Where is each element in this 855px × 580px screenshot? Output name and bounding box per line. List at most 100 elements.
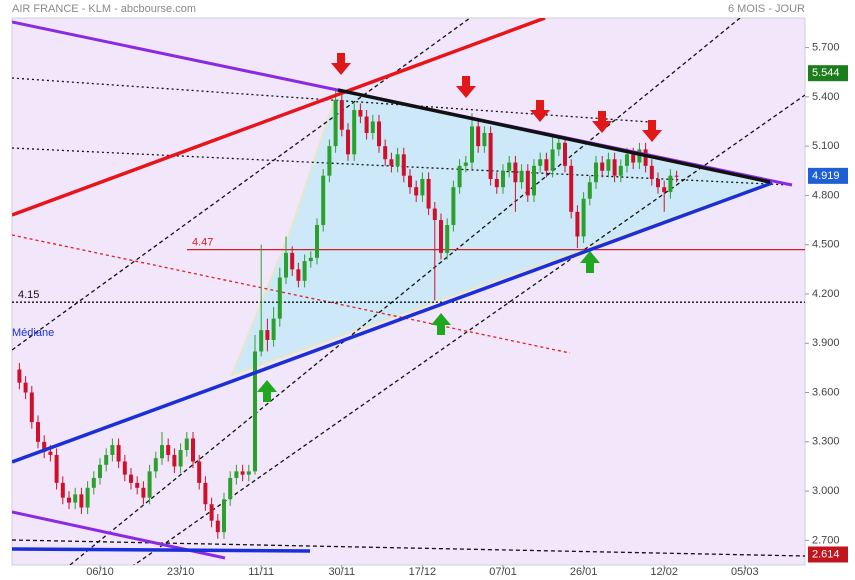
candle-body xyxy=(85,487,90,508)
candle-body xyxy=(513,162,518,183)
buy-arrow xyxy=(580,251,600,273)
candle-body xyxy=(494,178,499,188)
candle-body xyxy=(563,142,567,166)
candle-body xyxy=(284,252,288,278)
candle-body xyxy=(271,318,276,340)
axes: 2.700 3.000 3.300 3.600 3.900 4.200 4.500 4.800… xyxy=(86,41,848,578)
candle-body xyxy=(54,454,59,483)
price-tag-label: 2.614 xyxy=(812,548,840,560)
annotation: Médiane xyxy=(12,327,54,339)
candle-body xyxy=(482,132,487,147)
candle-body xyxy=(401,154,406,176)
candle-body xyxy=(79,494,84,508)
candle-body xyxy=(470,126,474,163)
x-tick-label: 11/11 xyxy=(248,566,274,578)
candle-body xyxy=(414,187,419,196)
candle-body xyxy=(153,458,158,472)
candle-body xyxy=(674,175,679,177)
candle-body xyxy=(129,474,133,483)
candle-body xyxy=(228,477,233,500)
candle-body xyxy=(209,504,214,521)
candle-body xyxy=(612,159,617,176)
candle-body xyxy=(222,499,226,533)
candle-body xyxy=(60,482,65,498)
candle-body xyxy=(445,224,450,253)
level-label: 4.15 xyxy=(18,289,39,301)
candle-body xyxy=(67,497,71,503)
y-tick-label: 3.600 xyxy=(812,386,840,398)
candle-body xyxy=(339,100,344,130)
candle-body xyxy=(575,211,580,237)
candle-body xyxy=(327,146,332,176)
candle-body xyxy=(439,220,443,253)
candle-body xyxy=(550,149,555,171)
y-tick-label: 3.900 xyxy=(812,337,840,349)
candle-body xyxy=(476,126,481,147)
candle-body xyxy=(197,461,202,483)
x-tick-label: 30/11 xyxy=(328,566,355,578)
x-tick-label: 23/10 xyxy=(167,566,195,578)
y-tick-label: 3.000 xyxy=(812,485,840,497)
candle-body xyxy=(420,178,425,196)
price-tag-label: 5.544 xyxy=(812,67,840,79)
candle-body xyxy=(290,252,295,270)
blue-support-low xyxy=(12,547,311,553)
y-tick-label: 5.100 xyxy=(812,140,840,152)
candle-body xyxy=(463,162,468,166)
candle-body xyxy=(581,198,586,237)
candle-body xyxy=(296,269,301,281)
candle-body xyxy=(395,154,400,166)
candle-body xyxy=(203,482,208,505)
buy-arrow xyxy=(257,380,277,402)
x-tick-label: 26/01 xyxy=(570,566,598,578)
candle-body xyxy=(625,154,629,166)
black-resistance xyxy=(337,88,771,184)
candle-body xyxy=(308,257,313,262)
candle-body xyxy=(253,351,257,472)
candle-body xyxy=(432,208,437,221)
candle-body xyxy=(178,450,183,467)
candle-body xyxy=(587,182,592,199)
candle-body xyxy=(302,261,307,281)
candle-body xyxy=(36,422,40,442)
candle-body xyxy=(346,129,350,155)
candle-body xyxy=(135,482,140,488)
price-tag-label: 4.919 xyxy=(812,170,840,182)
candle-body xyxy=(29,392,34,423)
x-tick-label: 06/10 xyxy=(86,566,114,578)
candle-body xyxy=(594,162,598,183)
candle-body xyxy=(42,441,47,452)
period-label: 6 MOIS - JOUR xyxy=(728,3,805,15)
candle-body xyxy=(321,175,326,225)
candle-body xyxy=(73,494,78,503)
sell-arrow xyxy=(530,100,550,122)
candle-body xyxy=(631,154,636,163)
candle-body xyxy=(98,464,102,478)
candle-body xyxy=(656,178,660,188)
candle-body xyxy=(532,165,536,196)
candle-body xyxy=(544,159,549,171)
levels: 4.47 4.15 xyxy=(12,237,805,303)
candle-body xyxy=(116,445,121,462)
candle-body xyxy=(451,187,456,225)
candle-body xyxy=(569,165,574,212)
y-tick-label: 2.700 xyxy=(812,534,840,546)
channel-line xyxy=(12,539,805,557)
candle-body xyxy=(370,121,375,133)
blue-support xyxy=(12,181,773,464)
price-tag xyxy=(808,65,848,82)
candle-body xyxy=(618,165,623,176)
price-tag xyxy=(808,167,848,184)
candle-body xyxy=(383,146,388,160)
candle-body xyxy=(91,477,96,488)
y-tick-label: 4.200 xyxy=(812,288,840,300)
x-tick-label: 07/01 xyxy=(489,566,517,578)
median-line xyxy=(12,77,651,123)
candle-body xyxy=(668,175,673,193)
candle-body xyxy=(457,165,462,188)
candle-body xyxy=(104,454,109,465)
candle-body xyxy=(662,187,667,193)
candle-body xyxy=(519,170,524,183)
candle-body xyxy=(606,159,611,171)
